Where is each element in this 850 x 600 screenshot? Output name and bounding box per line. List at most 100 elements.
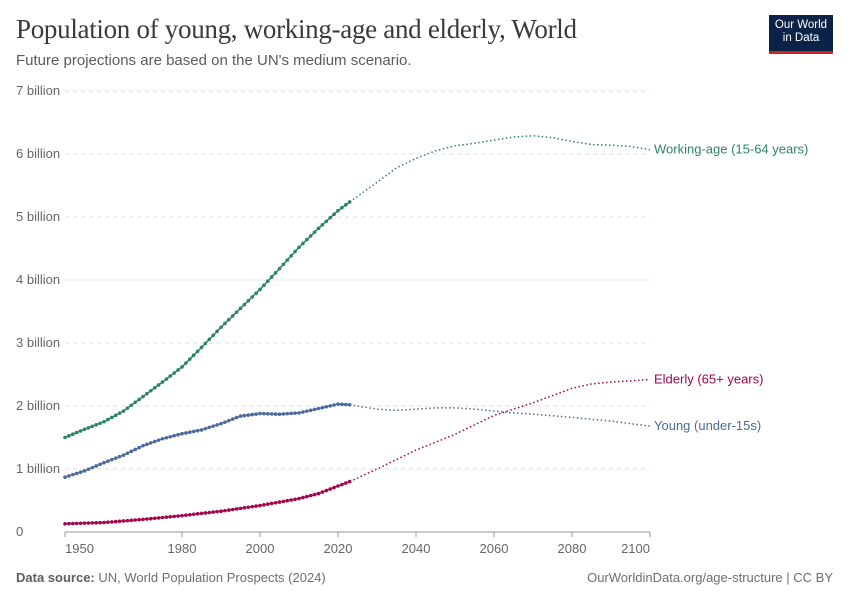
data-point (242, 302, 247, 307)
data-point (94, 521, 98, 525)
data-point (246, 413, 251, 417)
data-point (301, 495, 305, 500)
data-point (277, 266, 282, 271)
data-point (305, 494, 309, 499)
data-point (86, 425, 91, 430)
x-tick-label: 2100 (621, 541, 650, 556)
data-point (207, 510, 212, 515)
y-tick-label: 7 billion (16, 83, 60, 98)
data-point (269, 275, 274, 279)
data-point (152, 439, 157, 444)
series-line-projection (349, 134, 651, 203)
data-point (113, 456, 118, 460)
data-point (78, 429, 83, 433)
data-point (67, 474, 71, 478)
data-point (110, 415, 114, 420)
data-point (191, 353, 196, 358)
data-point (203, 511, 208, 515)
data-point (98, 421, 102, 426)
owid-logo[interactable]: Our World in Data (769, 15, 833, 54)
data-point (215, 509, 219, 514)
data-point (78, 521, 83, 526)
data-point (277, 500, 282, 504)
data-point (227, 317, 231, 322)
data-point (293, 497, 297, 502)
data-point (211, 510, 215, 514)
series-label: Elderly (65+ years) (654, 372, 763, 387)
data-point (176, 432, 180, 437)
data-point (219, 421, 223, 426)
data-point (98, 462, 102, 467)
data-point (133, 400, 137, 405)
data-point (149, 441, 153, 445)
data-point (281, 262, 286, 267)
data-point (102, 520, 106, 525)
x-tick-label: 1980 (168, 541, 197, 556)
data-point (258, 503, 262, 508)
data-point (207, 425, 212, 430)
data-point (117, 454, 122, 459)
data-point (266, 502, 270, 506)
data-point (246, 505, 251, 510)
series-label: Working-age (15-64 years) (654, 142, 808, 157)
data-point (273, 271, 278, 275)
data-point (238, 306, 243, 311)
data-point (82, 469, 87, 473)
data-point (71, 432, 75, 437)
data-point (238, 506, 243, 511)
x-tick-label: 2080 (558, 541, 587, 556)
data-point (137, 445, 141, 450)
source-url[interactable]: OurWorldinData.org/age-structure | CC BY (587, 570, 833, 585)
source-label: Data source: (16, 570, 95, 585)
data-point (78, 470, 83, 474)
data-point (242, 413, 247, 418)
data-point (82, 427, 87, 432)
data-point (172, 514, 176, 519)
data-point (258, 287, 262, 292)
data-point (94, 464, 98, 468)
data-point (254, 291, 258, 296)
data-point (110, 520, 114, 524)
data-point (149, 388, 153, 393)
data-point (90, 521, 95, 525)
data-point (199, 511, 204, 516)
data-point (199, 428, 204, 432)
data-point (316, 226, 321, 231)
data-point (289, 254, 294, 258)
data-point (246, 298, 251, 303)
data-point (223, 321, 227, 326)
data-point (168, 434, 173, 439)
data-point (289, 498, 294, 502)
data-point (106, 520, 110, 525)
data-point (234, 415, 239, 420)
data-point (71, 521, 75, 526)
data-point (188, 357, 192, 361)
data-point (121, 519, 126, 523)
data-point (297, 411, 301, 415)
data-point (125, 518, 130, 523)
data-point (203, 426, 208, 431)
data-point (160, 515, 165, 520)
data-point (281, 499, 286, 504)
data-point (180, 513, 184, 518)
x-tick-label: 2060 (480, 541, 509, 556)
data-point (71, 472, 75, 477)
data-point (308, 493, 313, 498)
data-point (285, 498, 290, 503)
data-point (164, 377, 169, 381)
data-point (74, 471, 79, 476)
data-point (137, 517, 141, 522)
chart-subtitle: Future projections are based on the UN's… (16, 52, 412, 69)
data-point (266, 412, 270, 416)
data-point (176, 514, 180, 518)
data-point (67, 521, 71, 526)
data-point (113, 519, 118, 524)
data-point (90, 465, 95, 470)
data-point (152, 386, 157, 390)
series-line-projection (349, 403, 651, 427)
series-line-historical (64, 480, 350, 525)
data-point (106, 417, 110, 422)
data-point (207, 337, 212, 342)
x-tick-label: 1950 (65, 541, 94, 556)
